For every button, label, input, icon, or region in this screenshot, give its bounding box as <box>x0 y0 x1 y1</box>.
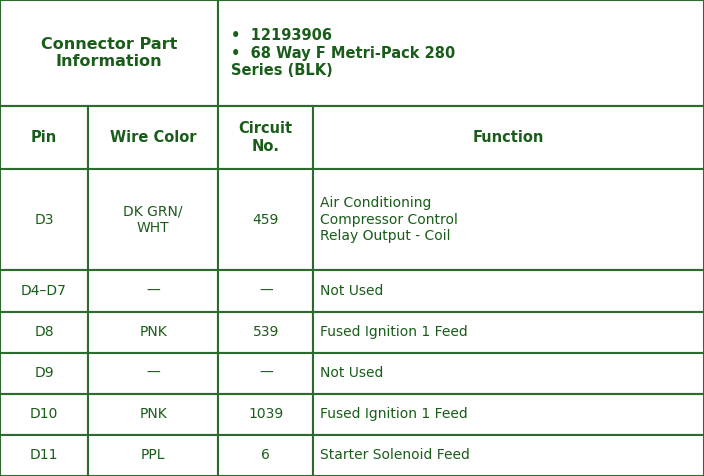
Bar <box>313 169 704 270</box>
Bar <box>0 0 218 106</box>
Bar <box>218 394 313 435</box>
Bar <box>218 169 313 270</box>
Text: D4–D7: D4–D7 <box>21 284 67 298</box>
Text: —: — <box>259 284 272 298</box>
Text: D11: D11 <box>30 448 58 463</box>
Bar <box>218 435 313 476</box>
Bar <box>0 312 88 353</box>
Text: 459: 459 <box>253 213 279 227</box>
Bar <box>313 394 704 435</box>
Text: PPL: PPL <box>141 448 165 463</box>
Bar <box>0 435 88 476</box>
Text: —: — <box>146 284 160 298</box>
Bar <box>218 0 704 106</box>
Bar <box>88 169 218 270</box>
Text: PNK: PNK <box>139 325 167 339</box>
Text: DK GRN/
WHT: DK GRN/ WHT <box>123 205 183 235</box>
Bar <box>0 394 88 435</box>
Text: Air Conditioning
Compressor Control
Relay Output - Coil: Air Conditioning Compressor Control Rela… <box>320 197 458 243</box>
Bar <box>88 270 218 312</box>
Text: 539: 539 <box>253 325 279 339</box>
Bar <box>0 106 88 169</box>
Bar <box>313 353 704 394</box>
Bar <box>0 270 88 312</box>
Text: •  12193906
•  68 Way F Metri-Pack 280
Series (BLK): • 12193906 • 68 Way F Metri-Pack 280 Ser… <box>231 28 455 78</box>
Bar <box>218 312 313 353</box>
Text: D8: D8 <box>34 325 54 339</box>
Text: 1039: 1039 <box>248 407 284 421</box>
Bar <box>218 270 313 312</box>
Text: Fused Ignition 1 Feed: Fused Ignition 1 Feed <box>320 325 468 339</box>
Bar <box>88 435 218 476</box>
Bar <box>88 353 218 394</box>
Text: Connector Part
Information: Connector Part Information <box>41 37 177 69</box>
Text: Not Used: Not Used <box>320 366 384 380</box>
Text: Circuit
No.: Circuit No. <box>239 121 293 154</box>
Text: Function: Function <box>473 130 544 145</box>
Bar <box>313 270 704 312</box>
Text: Not Used: Not Used <box>320 284 384 298</box>
Bar <box>218 353 313 394</box>
Bar <box>0 353 88 394</box>
Text: D3: D3 <box>34 213 54 227</box>
Text: PNK: PNK <box>139 407 167 421</box>
Bar <box>88 394 218 435</box>
Bar <box>88 106 218 169</box>
Bar <box>218 106 313 169</box>
Bar <box>0 169 88 270</box>
Text: —: — <box>146 366 160 380</box>
Text: Pin: Pin <box>31 130 57 145</box>
Text: D9: D9 <box>34 366 54 380</box>
Bar <box>313 435 704 476</box>
Text: —: — <box>259 366 272 380</box>
Text: Fused Ignition 1 Feed: Fused Ignition 1 Feed <box>320 407 468 421</box>
Text: D10: D10 <box>30 407 58 421</box>
Bar <box>313 106 704 169</box>
Bar <box>313 312 704 353</box>
Text: Starter Solenoid Feed: Starter Solenoid Feed <box>320 448 470 463</box>
Bar <box>88 312 218 353</box>
Text: Wire Color: Wire Color <box>110 130 196 145</box>
Text: 6: 6 <box>261 448 270 463</box>
